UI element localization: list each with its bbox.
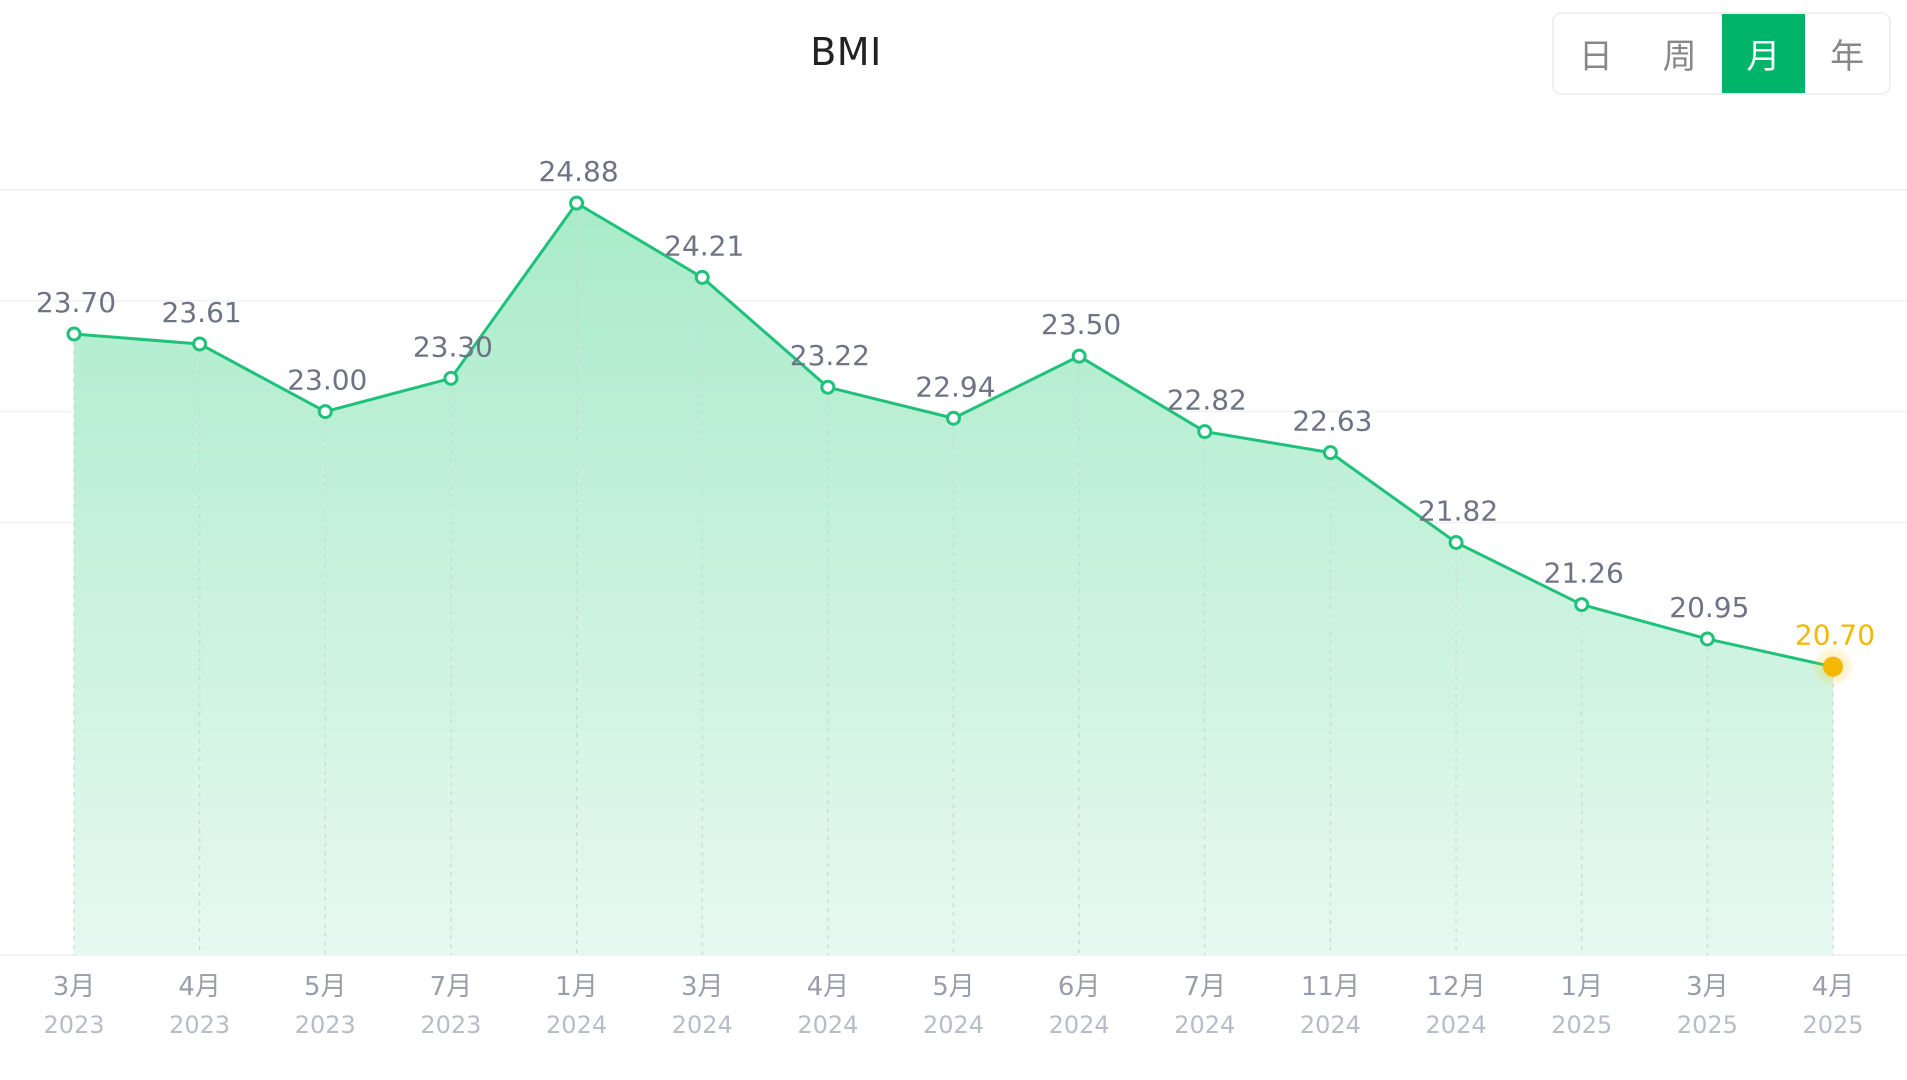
tab-month[interactable]: 月 (1721, 14, 1806, 93)
data-label: 24.88 (538, 155, 618, 188)
chart-title: BMI (810, 30, 882, 74)
data-point (820, 379, 836, 395)
data-label: 23.00 (287, 364, 367, 397)
tick-label-year: 2024 (1049, 1011, 1110, 1039)
data-point (1071, 348, 1087, 364)
data-label: 23.30 (413, 330, 493, 363)
tick-label-month: 4月 (1812, 972, 1855, 1002)
data-label: 22.82 (1167, 384, 1247, 417)
data-point (1197, 424, 1213, 440)
data-point (946, 410, 961, 426)
data-point (1574, 597, 1590, 613)
data-point (66, 326, 82, 342)
data-point (1322, 445, 1338, 461)
tick-label-year: 2023 (169, 1011, 230, 1039)
tick-label-year: 2024 (546, 1011, 607, 1039)
data-label: 23.70 (36, 286, 116, 319)
data-point (694, 269, 710, 285)
period-tabs: 日 周 月 年 (1552, 12, 1891, 95)
data-labels: 23.70 23.61 23.00 23.30 24.88 24.21 23.22 22.94… (36, 155, 1875, 652)
data-point (569, 195, 585, 211)
data-label: 23.50 (1041, 308, 1121, 341)
tick-label-month: 5月 (304, 972, 347, 1002)
tick-label-month: 1月 (555, 972, 598, 1002)
tick-label-year: 2023 (43, 1011, 104, 1039)
tick-label-month: 6月 (1058, 972, 1101, 1002)
data-label: 24.21 (664, 229, 744, 262)
tick-label-month: 7月 (1184, 972, 1227, 1002)
tick-label-year: 2024 (1174, 1011, 1235, 1039)
tick-label-year: 2024 (923, 1011, 984, 1039)
data-point (317, 404, 333, 420)
data-label: 21.26 (1544, 557, 1624, 590)
tab-week[interactable]: 周 (1662, 37, 1697, 77)
tick-label-month: 7月 (430, 972, 473, 1002)
data-label: 23.22 (790, 339, 870, 372)
data-point (192, 336, 208, 352)
data-point (1448, 534, 1464, 550)
tick-label-year: 2024 (797, 1011, 858, 1039)
data-label: 20.95 (1669, 591, 1749, 624)
vertical-guides (73, 211, 1834, 955)
data-point-highlight (1823, 656, 1843, 677)
area-fill (74, 203, 1833, 956)
tick-label-month: 3月 (1686, 972, 1729, 1002)
data-label: 20.70 (1795, 619, 1875, 652)
tick-label-year: 2023 (420, 1011, 481, 1039)
tick-label-month: 3月 (681, 972, 724, 1002)
tab-year[interactable]: 年 (1830, 37, 1865, 77)
tick-label-year: 2025 (1551, 1011, 1612, 1039)
tick-label-month: 4月 (807, 972, 850, 1002)
data-label: 23.61 (162, 296, 242, 329)
x-axis-ticks: 3月 2023 4月 2023 5月 2023 7月 2023 1月 2024 3月 2024 4月 20… (43, 972, 1863, 1039)
data-point (443, 370, 459, 386)
tick-label-year: 2025 (1802, 1011, 1863, 1039)
tick-label-year: 2024 (1300, 1011, 1361, 1039)
tab-day[interactable]: 日 (1578, 37, 1613, 77)
tick-label-year: 2024 (672, 1011, 733, 1039)
tick-label-month: 11月 (1301, 972, 1360, 1002)
tick-label-year: 2023 (295, 1011, 356, 1039)
data-label: 21.82 (1418, 494, 1498, 527)
tick-label-month: 12月 (1427, 972, 1486, 1002)
data-label: 22.94 (915, 370, 995, 403)
data-point (1699, 631, 1715, 647)
tick-label-year: 2025 (1677, 1011, 1738, 1039)
tick-label-month: 5月 (932, 972, 975, 1002)
tick-label-year: 2024 (1426, 1011, 1487, 1039)
tick-label-month: 4月 (178, 972, 221, 1002)
tick-label-month: 3月 (53, 972, 96, 1002)
series-area (74, 203, 1833, 956)
tick-label-month: 1月 (1560, 972, 1603, 1002)
data-label: 22.63 (1292, 405, 1372, 438)
data-points (66, 195, 1855, 689)
